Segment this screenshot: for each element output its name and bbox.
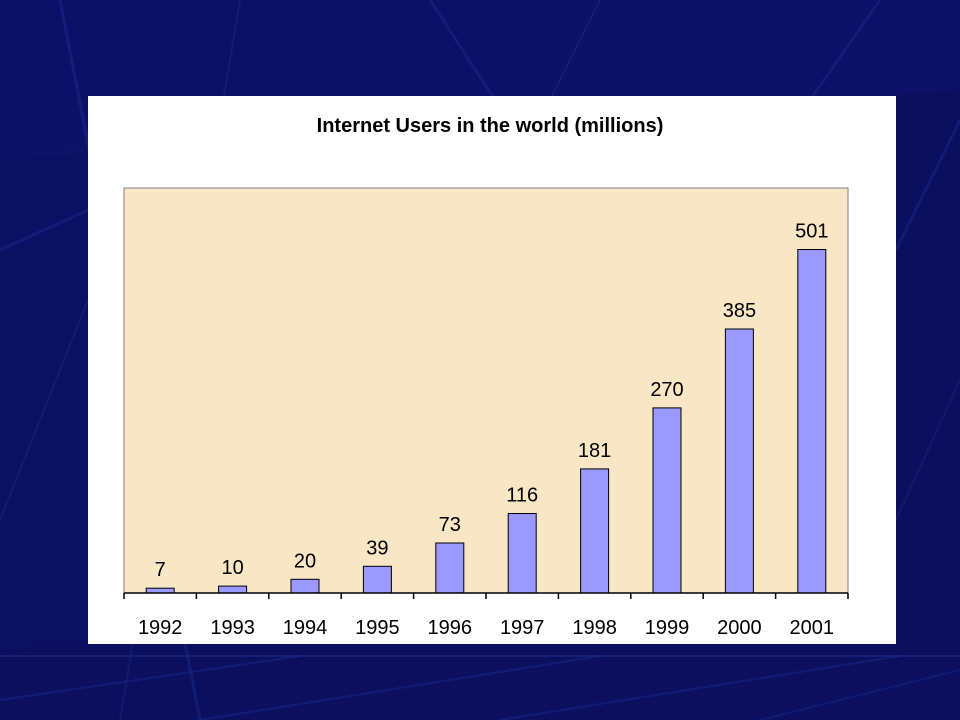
data-label-1996: 73: [439, 514, 461, 536]
bar-1993: [218, 585, 248, 594]
x-tick-label-1992: 1992: [138, 617, 183, 639]
data-label-1994: 20: [294, 550, 316, 572]
x-tick-label-1997: 1997: [500, 617, 545, 639]
data-label-1992: 7: [155, 559, 166, 581]
data-label-1997: 116: [506, 485, 538, 507]
bar-2000: [724, 328, 754, 594]
data-label-1995: 39: [366, 537, 388, 559]
chart-panel: Internet Users in the world (millions) 7…: [88, 96, 896, 644]
bar-1998: [580, 468, 610, 594]
x-tick-label-2000: 2000: [717, 617, 762, 639]
x-tick-label-1998: 1998: [572, 617, 617, 639]
data-label-1998: 181: [578, 440, 611, 462]
bar-1996: [435, 542, 465, 594]
bar-1999: [652, 407, 682, 594]
x-tick-label-1993: 1993: [210, 617, 255, 639]
chart-title: Internet Users in the world (millions): [317, 115, 664, 137]
bar-1994: [290, 578, 320, 594]
data-label-2001: 501: [795, 221, 828, 243]
x-tick-marks-group: [123, 593, 849, 599]
data-label-1993: 10: [221, 557, 243, 579]
bar-2001: [797, 249, 827, 594]
x-tick-label-1995: 1995: [355, 617, 400, 639]
data-label-2000: 385: [723, 300, 756, 322]
bars-group: [145, 249, 827, 594]
bar-1997: [507, 513, 537, 594]
x-tick-label-1996: 1996: [428, 617, 473, 639]
data-label-1999: 270: [650, 379, 683, 401]
x-tick-label-1999: 1999: [645, 617, 690, 639]
x-tick-labels-group: 1992 1993 1994 1995 1996 1997 1998 1999 2000 2001: [138, 617, 834, 639]
bar-chart: Internet Users in the world (millions) 7…: [123, 115, 849, 639]
data-labels-group: 7 10 20 39 73 116 181 270 385 501: [155, 221, 829, 582]
x-tick-label-1994: 1994: [283, 617, 328, 639]
bar-1995: [362, 565, 392, 594]
x-tick-label-2001: 2001: [790, 617, 835, 639]
